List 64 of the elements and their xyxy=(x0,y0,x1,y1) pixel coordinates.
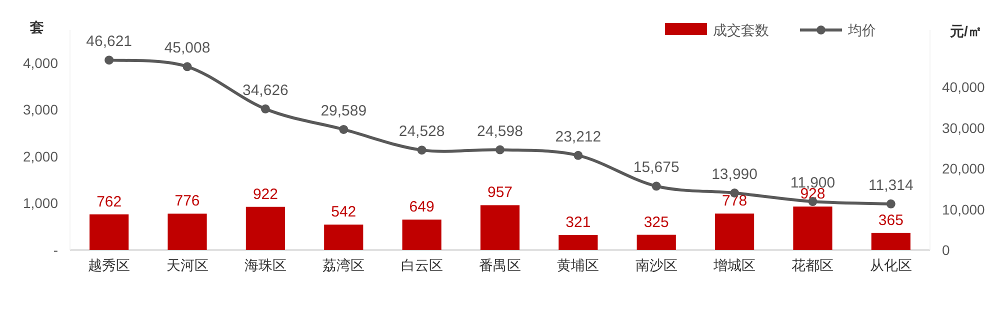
bar xyxy=(246,206,285,250)
y-tick-label: - xyxy=(53,242,58,258)
x-tick-label: 黄埔区 xyxy=(557,257,600,273)
data-label: 34,626 xyxy=(242,82,288,99)
data-label: 542 xyxy=(331,204,356,221)
x-tick-label: 花都区 xyxy=(792,257,834,273)
bar xyxy=(558,234,598,250)
data-label: 365 xyxy=(878,212,904,229)
data-label: 321 xyxy=(566,214,591,231)
data-label: 13,990 xyxy=(712,166,758,184)
point xyxy=(652,182,661,191)
x-tick-label: 从化区 xyxy=(870,257,912,273)
data-label: 45,008 xyxy=(164,40,210,57)
point xyxy=(104,56,114,65)
data-label: 776 xyxy=(174,192,200,210)
data-label: 11,314 xyxy=(868,176,914,194)
y2-tick-label: 30,000 xyxy=(942,120,986,136)
y-tick-label: 2,000 xyxy=(22,148,58,164)
y2-tick-label: 10,000 xyxy=(942,201,986,218)
y-tick-label: 3,000 xyxy=(22,102,58,118)
bar xyxy=(715,214,754,250)
bar xyxy=(402,220,442,250)
x-tick-label: 海珠区 xyxy=(244,257,286,273)
bar xyxy=(90,214,129,250)
x-tick-label: 荔湾区 xyxy=(322,257,365,273)
data-label: 922 xyxy=(252,186,278,203)
bar xyxy=(636,234,676,250)
y2-axis-title: 元/㎡ xyxy=(949,23,982,39)
point xyxy=(339,124,348,134)
data-label: 24,598 xyxy=(477,122,523,140)
y2-tick-label: 40,000 xyxy=(942,79,986,96)
point xyxy=(886,199,896,208)
data-label: 649 xyxy=(409,198,434,216)
bar xyxy=(871,232,910,250)
point xyxy=(182,62,192,72)
data-label: 957 xyxy=(487,184,513,202)
bar xyxy=(168,214,207,250)
data-label: 29,589 xyxy=(320,102,367,120)
x-tick-label: 番禺区 xyxy=(479,257,521,273)
bar xyxy=(793,206,832,250)
x-tick-label: 增城区 xyxy=(712,257,756,273)
data-label: 46,621 xyxy=(86,33,132,50)
y2-tick-label: 20,000 xyxy=(942,160,986,177)
legend-label: 均价 xyxy=(847,22,876,38)
point xyxy=(574,150,583,160)
data-label: 23,212 xyxy=(555,128,602,146)
point xyxy=(417,146,426,155)
point xyxy=(260,104,270,114)
x-tick-label: 南沙区 xyxy=(635,257,678,273)
y-tick-label: 4,000 xyxy=(22,54,58,71)
point xyxy=(496,145,504,154)
bar xyxy=(324,224,364,250)
x-tick-label: 越秀区 xyxy=(88,257,130,273)
x-tick-label: 天河区 xyxy=(166,257,208,273)
data-label: 15,675 xyxy=(633,159,680,176)
x-tick-label: 白云区 xyxy=(400,257,443,273)
y2-tick-label: 0 xyxy=(942,242,950,258)
y-axis-title: 套 xyxy=(29,19,44,35)
data-label: 325 xyxy=(644,214,669,231)
y-tick-label: 1,000 xyxy=(22,195,58,212)
data-label: 24,528 xyxy=(398,123,445,140)
legend-label: 成交套数 xyxy=(713,22,769,38)
bar xyxy=(480,205,520,250)
data-label: 762 xyxy=(96,193,122,210)
